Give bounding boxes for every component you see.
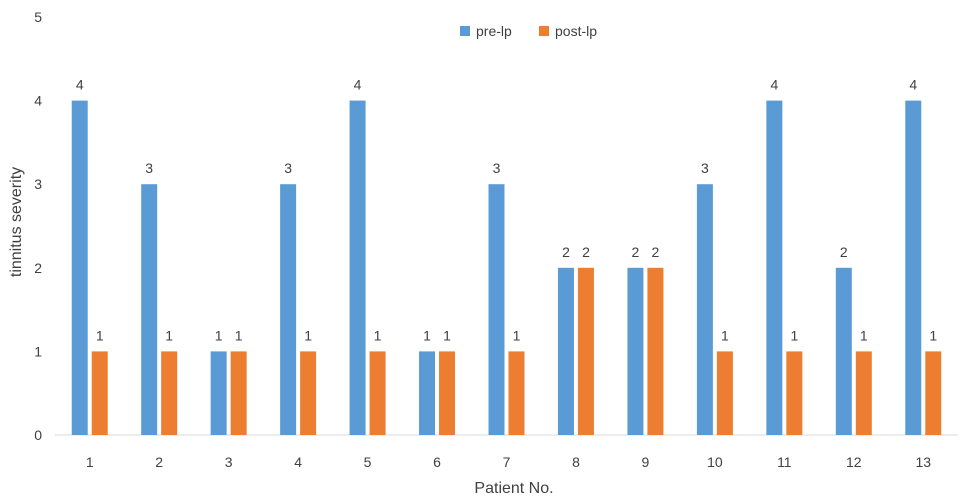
bar-post-lp-patient-8 <box>577 267 594 435</box>
bar-post-lp-patient-9 <box>647 267 664 435</box>
bar-pre-lp-patient-4 <box>280 184 297 435</box>
x-tick-label: 12 <box>846 454 862 470</box>
x-tick-label: 8 <box>572 454 580 470</box>
data-label-post-lp-patient-12: 1 <box>860 327 868 343</box>
x-tick-label: 4 <box>294 454 302 470</box>
data-label-post-lp-patient-2: 1 <box>165 327 173 343</box>
data-label-post-lp-patient-3: 1 <box>235 327 243 343</box>
bar-pre-lp-patient-8 <box>557 267 574 435</box>
x-tick-label: 9 <box>642 454 650 470</box>
bars <box>71 100 942 435</box>
legend-swatch-pre-lp <box>460 26 470 36</box>
bar-post-lp-patient-5 <box>369 351 386 435</box>
legend-label-pre-lp: pre-lp <box>476 23 512 39</box>
bar-pre-lp-patient-3 <box>210 351 227 435</box>
y-tick-label: 1 <box>34 343 42 359</box>
x-tick-label: 2 <box>155 454 163 470</box>
x-tick-label: 6 <box>433 454 441 470</box>
bar-post-lp-patient-10 <box>716 351 733 435</box>
bar-post-lp-patient-13 <box>925 351 942 435</box>
x-tick-label: 13 <box>915 454 931 470</box>
bar-post-lp-patient-12 <box>855 351 872 435</box>
bar-post-lp-patient-11 <box>786 351 803 435</box>
x-axis-ticks: 1 2 3 4 5 6 7 8 9 10 11 12 13 <box>86 454 931 470</box>
data-label-pre-lp-patient-4: 3 <box>284 160 292 176</box>
data-label-pre-lp-patient-2: 3 <box>145 160 153 176</box>
data-label-post-lp-patient-13: 1 <box>929 327 937 343</box>
x-tick-label: 10 <box>707 454 723 470</box>
x-tick-label: 7 <box>503 454 511 470</box>
y-tick-label: 2 <box>34 260 42 276</box>
legend-label-post-lp: post-lp <box>555 23 597 39</box>
bar-post-lp-patient-7 <box>508 351 525 435</box>
bar-post-lp-patient-2 <box>161 351 178 435</box>
data-label-post-lp-patient-5: 1 <box>374 327 382 343</box>
bar-pre-lp-patient-6 <box>419 351 436 435</box>
x-tick-label: 3 <box>225 454 233 470</box>
y-axis-title: tinnitus severity <box>8 167 25 277</box>
data-label-pre-lp-patient-11: 4 <box>770 77 778 93</box>
data-label-pre-lp-patient-7: 3 <box>493 160 501 176</box>
data-label-post-lp-patient-9: 2 <box>652 244 660 260</box>
legend-swatch-post-lp <box>539 26 549 36</box>
y-tick-label: 4 <box>34 93 42 109</box>
data-label-pre-lp-patient-1: 4 <box>76 77 84 93</box>
bar-pre-lp-patient-12 <box>835 267 852 435</box>
bar-pre-lp-patient-2 <box>141 184 158 435</box>
bar-pre-lp-patient-5 <box>349 100 366 435</box>
x-tick-label: 5 <box>364 454 372 470</box>
data-label-pre-lp-patient-12: 2 <box>840 244 848 260</box>
data-label-post-lp-patient-7: 1 <box>513 327 521 343</box>
y-tick-label: 0 <box>34 427 42 443</box>
data-label-pre-lp-patient-10: 3 <box>701 160 709 176</box>
data-label-post-lp-patient-11: 1 <box>790 327 798 343</box>
bar-pre-lp-patient-10 <box>696 184 713 435</box>
data-label-pre-lp-patient-3: 1 <box>215 327 223 343</box>
data-label-pre-lp-patient-6: 1 <box>423 327 431 343</box>
bar-post-lp-patient-4 <box>300 351 317 435</box>
x-tick-label: 11 <box>777 454 792 470</box>
bar-post-lp-patient-1 <box>91 351 108 435</box>
data-label-post-lp-patient-10: 1 <box>721 327 729 343</box>
data-label-pre-lp-patient-13: 4 <box>909 77 917 93</box>
bar-pre-lp-patient-9 <box>627 267 644 435</box>
data-label-pre-lp-patient-5: 4 <box>354 77 362 93</box>
legend: pre-lp post-lp <box>460 23 597 39</box>
data-label-post-lp-patient-1: 1 <box>96 327 104 343</box>
y-tick-label: 5 <box>34 9 42 25</box>
bar-post-lp-patient-6 <box>439 351 456 435</box>
x-tick-label: 1 <box>86 454 94 470</box>
data-label-post-lp-patient-6: 1 <box>443 327 451 343</box>
data-label-post-lp-patient-8: 2 <box>582 244 590 260</box>
x-axis-title: Patient No. <box>474 480 553 497</box>
data-label-pre-lp-patient-8: 2 <box>562 244 570 260</box>
data-label-post-lp-patient-4: 1 <box>304 327 312 343</box>
y-tick-label: 3 <box>34 176 42 192</box>
y-axis-ticks: 0 1 2 3 4 5 <box>34 9 42 443</box>
data-label-pre-lp-patient-9: 2 <box>632 244 640 260</box>
bar-pre-lp-patient-7 <box>488 184 505 435</box>
bar-pre-lp-patient-1 <box>71 100 88 435</box>
bar-pre-lp-patient-13 <box>905 100 922 435</box>
bar-pre-lp-patient-11 <box>766 100 783 435</box>
bar-post-lp-patient-3 <box>230 351 247 435</box>
